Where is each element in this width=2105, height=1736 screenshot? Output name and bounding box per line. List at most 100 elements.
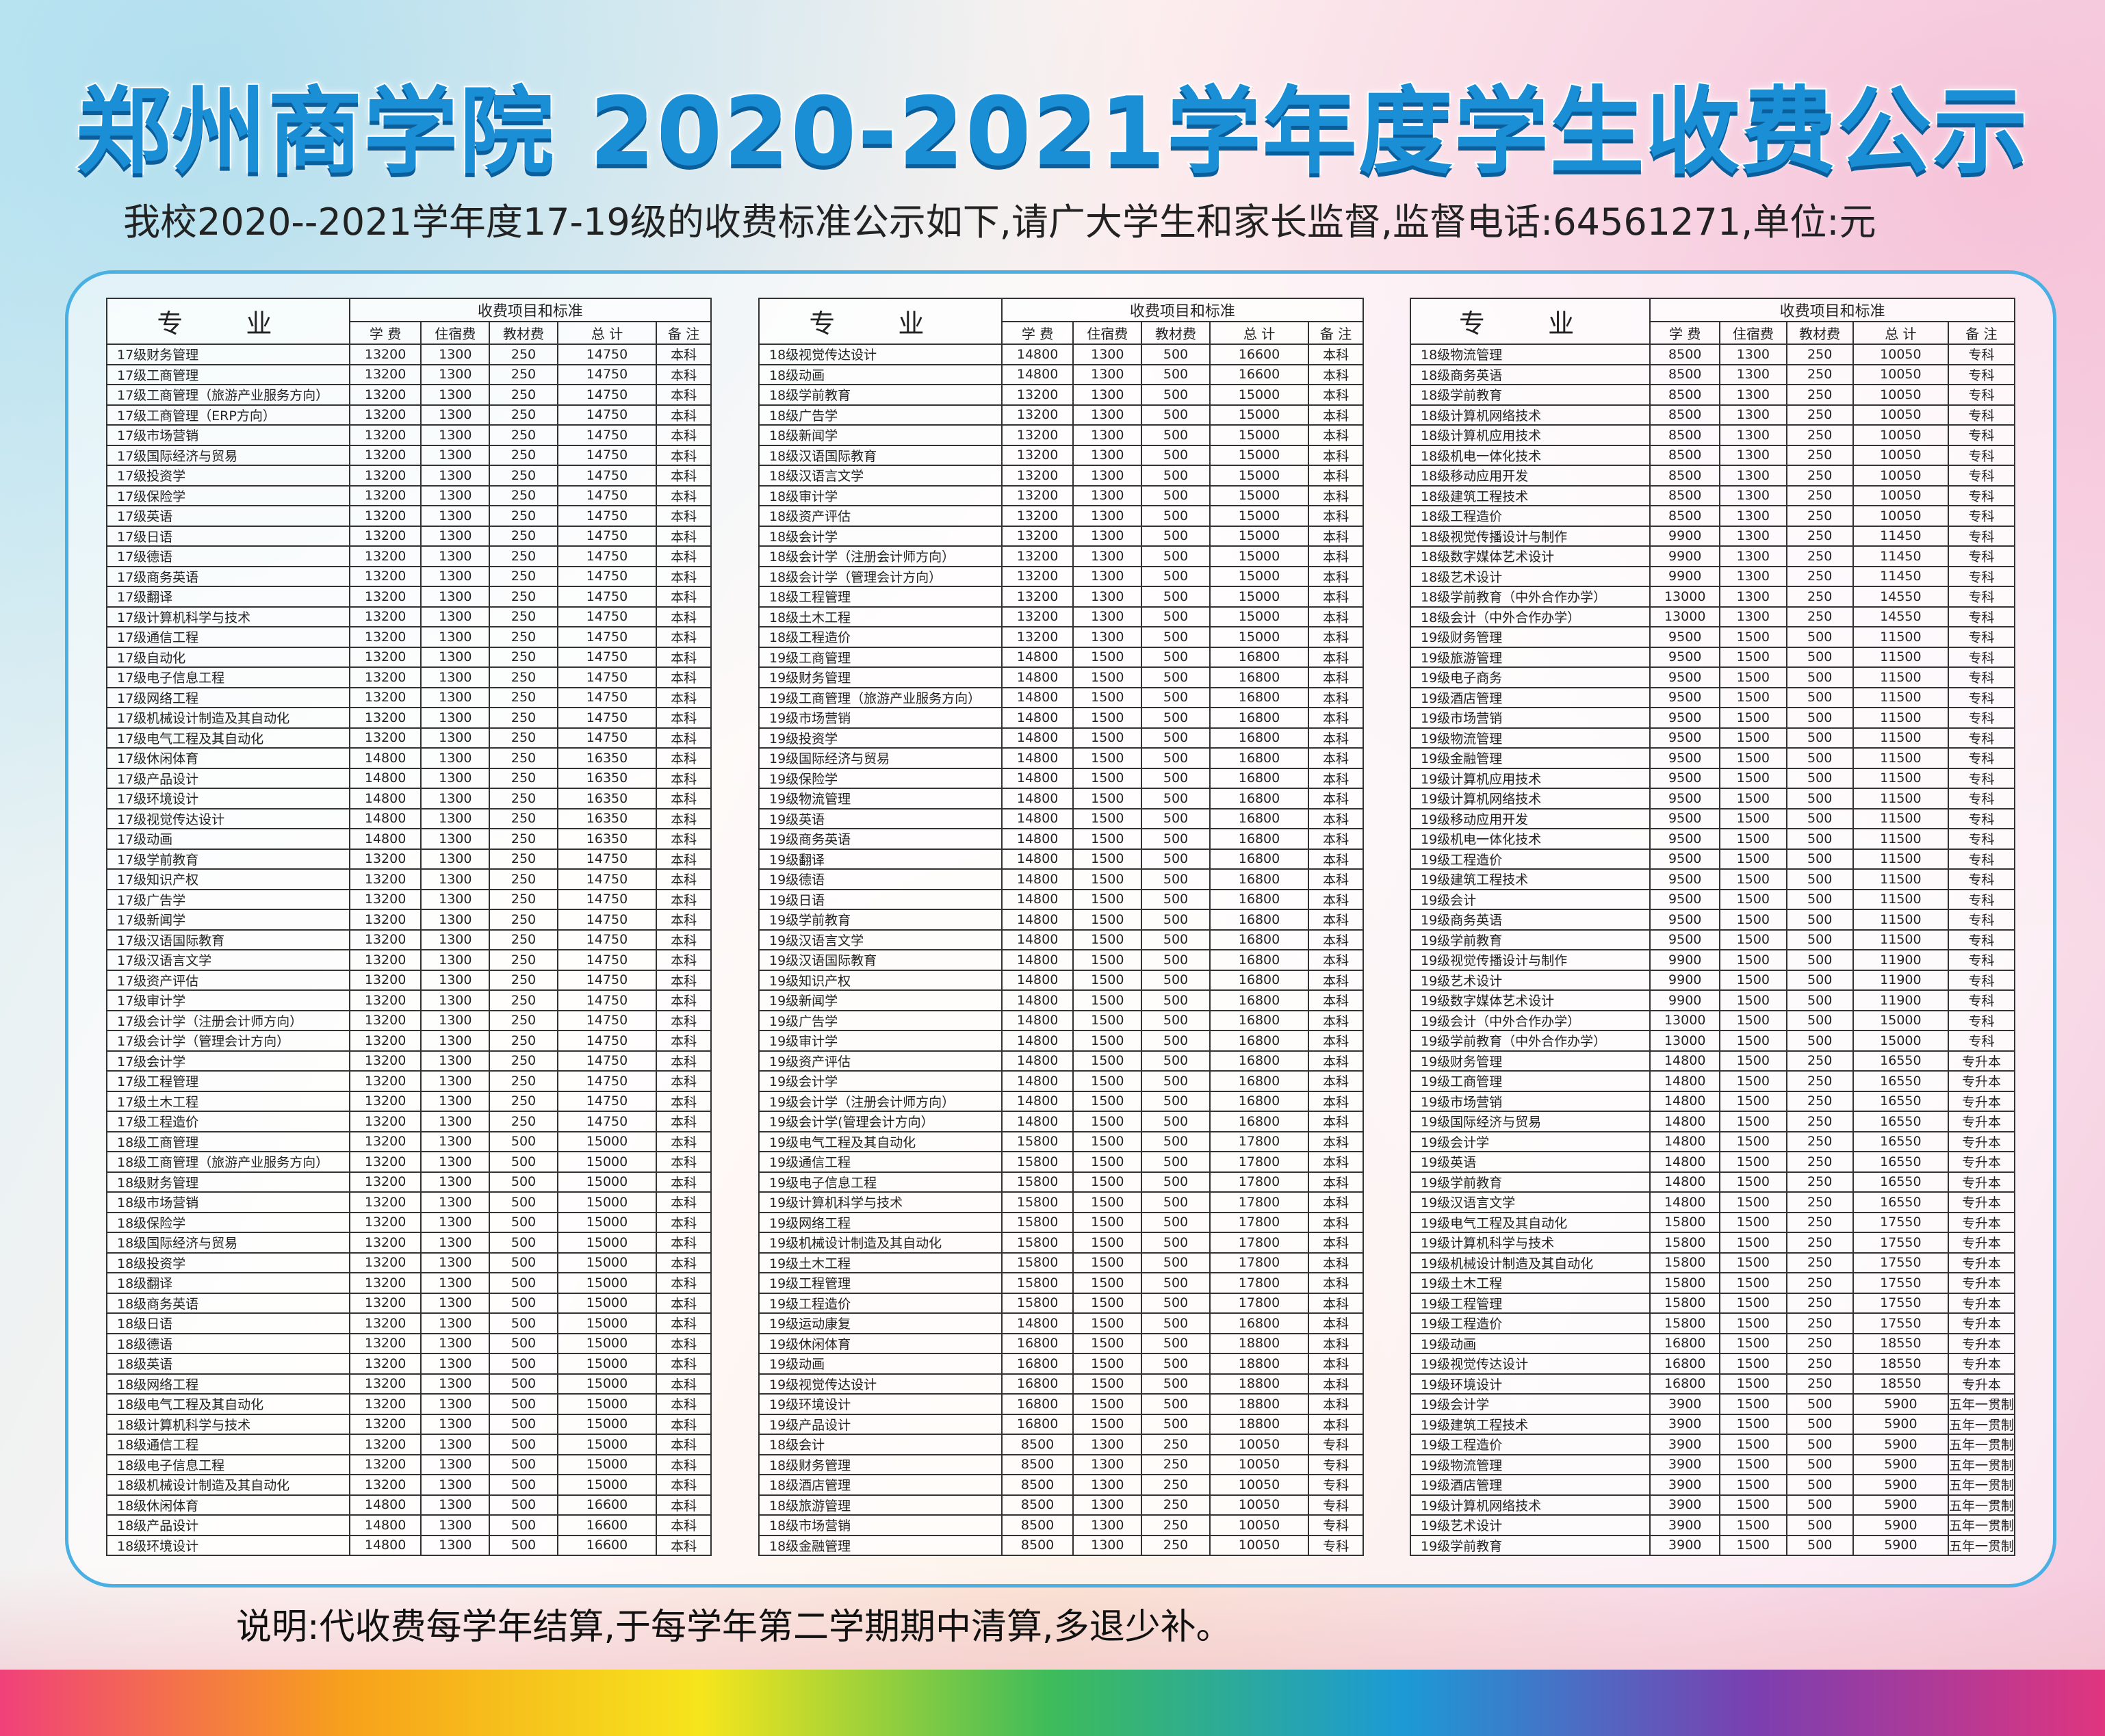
cell-major: 17级会计学（管理会计方向） <box>106 1030 350 1052</box>
cell-total: 5900 <box>1852 1413 1949 1435</box>
cell-books: 250 <box>489 727 558 749</box>
cell-remark: 专升本 <box>1947 1090 2016 1112</box>
cell-major: 19级会计学（注册会计师方向） <box>758 1090 1003 1112</box>
cell-remark: 本科 <box>656 747 712 769</box>
cell-total: 11500 <box>1852 888 1949 910</box>
cell-tuition: 14800 <box>1649 1090 1721 1112</box>
cell-tuition: 8500 <box>1649 444 1721 466</box>
cell-dorm: 1300 <box>420 848 491 870</box>
cell-books: 500 <box>489 1130 558 1152</box>
cell-total: 14750 <box>556 1009 658 1031</box>
cell-major: 18级资产评估 <box>758 505 1003 527</box>
table-row: 17级计算机科学与技术 13200 1300 250 14750 本科 <box>106 606 712 627</box>
cell-remark: 本科 <box>656 444 712 466</box>
cell-books: 250 <box>489 929 558 950</box>
table-row: 18级市场营销 8500 1300 250 10050 专科 <box>758 1514 1364 1536</box>
cell-remark: 本科 <box>656 565 712 587</box>
cell-dorm: 1500 <box>1719 1009 1787 1031</box>
cell-dorm: 1500 <box>1719 1534 1787 1556</box>
table-row: 18级数字媒体艺术设计 9900 1300 250 11450 专科 <box>1409 545 2016 567</box>
cell-remark: 本科 <box>656 1272 712 1294</box>
cell-dorm: 1500 <box>1719 909 1787 931</box>
cell-major: 17级网络工程 <box>106 686 350 708</box>
cell-remark: 专科 <box>1308 1514 1364 1536</box>
cell-dorm: 1300 <box>420 606 491 627</box>
cell-books: 500 <box>1785 1494 1854 1516</box>
cell-total: 15000 <box>1852 1030 1949 1052</box>
table-row: 18级审计学 13200 1300 500 15000 本科 <box>758 484 1364 506</box>
table-row: 19级工商管理 14800 1500 250 16550 专升本 <box>1409 1070 2016 1092</box>
cell-remark: 本科 <box>1308 929 1364 950</box>
table-row: 19级审计学 14800 1500 500 16800 本科 <box>758 1030 1364 1052</box>
cell-remark: 专科 <box>1308 1453 1364 1475</box>
cell-major: 19级视觉传达设计 <box>758 1373 1003 1395</box>
cell-tuition: 13200 <box>348 1130 422 1152</box>
table-row: 18级学前教育（中外合作办学） 13000 1300 250 14550 专科 <box>1409 586 2016 608</box>
table-row: 19级学前教育（中外合作办学） 13000 1500 500 15000 专科 <box>1409 1030 2016 1052</box>
cell-dorm: 1500 <box>1072 1009 1143 1031</box>
cell-total: 14750 <box>556 484 658 506</box>
cell-tuition: 13200 <box>1000 424 1074 446</box>
cell-total: 14750 <box>556 666 658 688</box>
table-row: 18级资产评估 13200 1300 500 15000 本科 <box>758 505 1364 527</box>
cell-total: 10050 <box>1852 505 1949 527</box>
cell-dorm: 1300 <box>420 666 491 688</box>
cell-dorm: 1500 <box>1719 1393 1787 1415</box>
cell-tuition: 14800 <box>1000 949 1074 971</box>
table-row: 19级电子信息工程 15800 1500 500 17800 本科 <box>758 1171 1364 1193</box>
cell-tuition: 9500 <box>1649 909 1721 931</box>
cell-total: 16800 <box>1209 727 1310 749</box>
cell-total: 10050 <box>1209 1534 1310 1556</box>
table-row: 19级工商管理（旅游产业服务方向） 14800 1500 500 16800 本科 <box>758 686 1364 708</box>
cell-books: 500 <box>1141 666 1211 688</box>
cell-tuition: 15800 <box>1649 1252 1721 1273</box>
cell-remark: 本科 <box>656 1514 712 1536</box>
table-row: 18级汉语国际教育 13200 1300 500 15000 本科 <box>758 444 1364 466</box>
cell-books: 500 <box>1141 465 1211 487</box>
cell-books: 500 <box>1141 384 1211 406</box>
cell-remark: 专升本 <box>1947 1232 2016 1254</box>
cell-remark: 专升本 <box>1947 1353 2016 1375</box>
cell-dorm: 1500 <box>1719 1312 1787 1334</box>
cell-books: 500 <box>1141 1292 1211 1314</box>
cell-major: 19级翻译 <box>758 848 1003 870</box>
cell-remark: 本科 <box>1308 404 1364 426</box>
cell-remark: 本科 <box>656 1353 712 1375</box>
cell-tuition: 13200 <box>348 1070 422 1092</box>
table-row: 17级知识产权 13200 1300 250 14750 本科 <box>106 868 712 890</box>
table-row: 19级会计学 14800 1500 250 16550 专升本 <box>1409 1130 2016 1152</box>
cell-books: 250 <box>1785 1292 1854 1314</box>
cell-tuition: 14800 <box>1649 1130 1721 1152</box>
cell-dorm: 1500 <box>1072 848 1143 870</box>
table-row: 17级动画 14800 1300 250 16350 本科 <box>106 828 712 850</box>
cell-books: 250 <box>1785 444 1854 466</box>
cell-major: 19级工程造价 <box>1409 848 1651 870</box>
cell-tuition: 8500 <box>1649 424 1721 446</box>
cell-major: 18级网络工程 <box>106 1373 350 1395</box>
cell-books: 250 <box>489 444 558 466</box>
cell-total: 14750 <box>556 444 658 466</box>
cell-major: 18级市场营销 <box>106 1191 350 1213</box>
cell-tuition: 3900 <box>1649 1534 1721 1556</box>
cell-books: 500 <box>1141 949 1211 971</box>
cell-remark: 专升本 <box>1947 1312 2016 1334</box>
cell-total: 14750 <box>556 606 658 627</box>
cell-tuition: 13200 <box>348 1474 422 1496</box>
cell-remark: 本科 <box>656 807 712 829</box>
cell-books: 250 <box>489 909 558 931</box>
cell-books: 250 <box>489 1070 558 1092</box>
cell-books: 250 <box>489 424 558 446</box>
cell-total: 5900 <box>1852 1474 1949 1496</box>
cell-major: 17级动画 <box>106 828 350 850</box>
cell-remark: 专科 <box>1308 1474 1364 1496</box>
cell-remark: 本科 <box>1308 1151 1364 1173</box>
table-row: 19级工程管理 15800 1500 500 17800 本科 <box>758 1272 1364 1294</box>
header-group: 收费项目和标准 <box>1649 298 2015 322</box>
header-group: 收费项目和标准 <box>348 298 712 322</box>
table-row: 18级广告学 13200 1300 500 15000 本科 <box>758 404 1364 426</box>
fee-table-3: 专 业收费项目和标准学 费住宿费 教材费总 计备 注 18级物流管理 8500 1300… <box>1409 298 2016 1556</box>
cell-tuition: 13200 <box>348 949 422 971</box>
cell-books: 500 <box>489 1373 558 1395</box>
table-row: 18级计算机科学与技术 13200 1300 500 15000 本科 <box>106 1413 712 1435</box>
cell-dorm: 1500 <box>1719 1111 1787 1132</box>
